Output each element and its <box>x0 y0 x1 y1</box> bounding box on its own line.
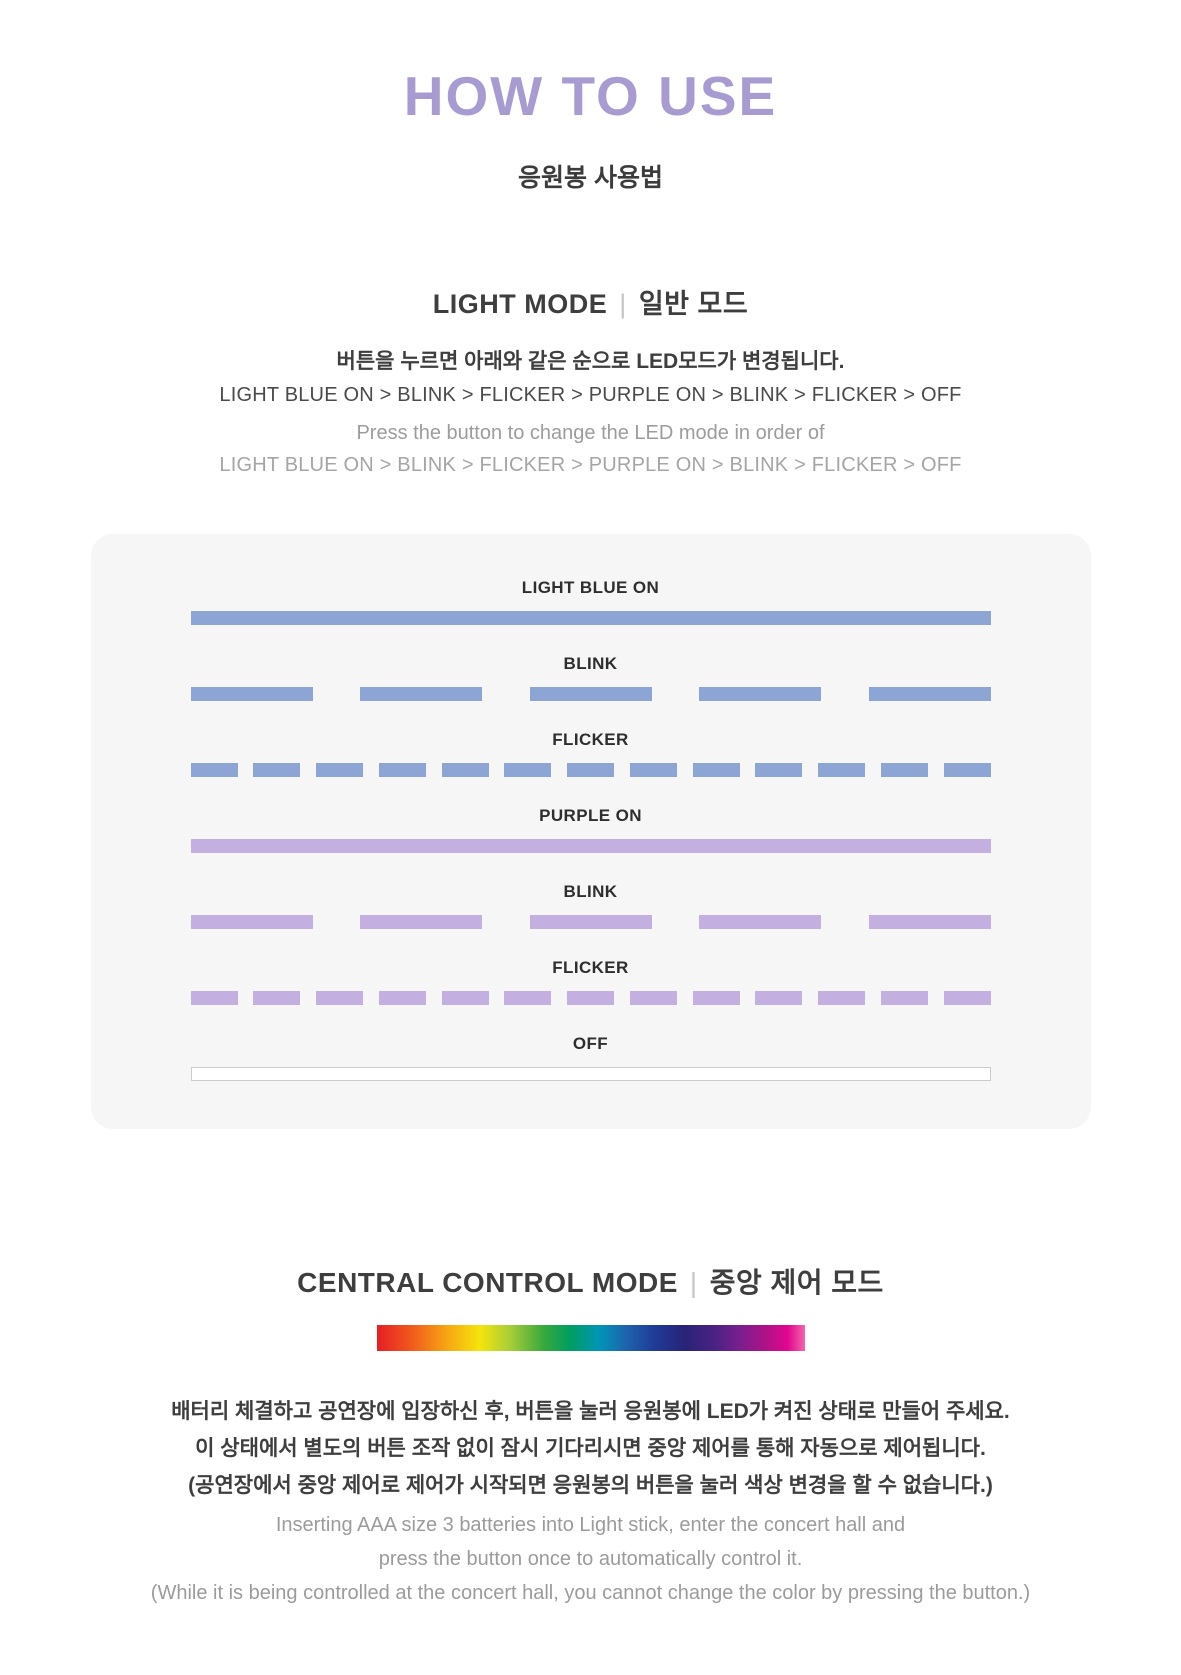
led-segment <box>629 763 677 777</box>
led-segment <box>190 915 313 929</box>
mode-label: BLINK <box>563 654 618 673</box>
led-segment <box>504 991 552 1005</box>
led-segment <box>360 915 482 929</box>
led-segment <box>943 763 991 777</box>
led-segment <box>529 687 652 701</box>
light-mode-description-korean: 버튼을 누르면 아래와 같은 순으로 LED모드가 변경됩니다. <box>336 350 845 373</box>
mode-row: BLINK <box>190 882 991 929</box>
led-segment <box>818 991 865 1005</box>
led-segment <box>692 991 740 1005</box>
heading-divider: | <box>689 1267 698 1298</box>
mode-row: FLICKER <box>190 730 991 777</box>
mode-row: OFF <box>190 1034 991 1081</box>
led-sequence-dark: LIGHT BLUE ON > BLINK > FLICKER > PURPLE… <box>219 384 962 406</box>
central-control-heading-ko: 중앙 제어 모드 <box>709 1267 884 1298</box>
led-segment <box>378 991 426 1005</box>
central-control-description-english: Inserting AAA size 3 batteries into Ligh… <box>0 1508 1181 1610</box>
light-mode-heading-ko: 일반 모드 <box>638 289 749 319</box>
text-line: press the button once to automatically c… <box>378 1548 803 1570</box>
led-bar-flicker <box>190 991 991 1005</box>
led-segment <box>316 991 363 1005</box>
text-line: Inserting AAA size 3 batteries into Ligh… <box>275 1514 906 1536</box>
text-line: 이 상태에서 별도의 버튼 조작 없이 잠시 기다리시면 중앙 제어를 통해 자… <box>195 1437 986 1460</box>
mode-row: LIGHT BLUE ON <box>190 578 991 625</box>
led-segment <box>629 991 677 1005</box>
led-segment <box>190 763 238 777</box>
mode-row: FLICKER <box>190 958 991 1005</box>
led-segment <box>943 991 991 1005</box>
led-bar-flicker <box>190 763 991 777</box>
mode-label: BLINK <box>563 882 618 901</box>
led-bar-off <box>190 1067 991 1081</box>
mode-label: FLICKER <box>552 730 629 749</box>
mode-row: PURPLE ON <box>190 806 991 853</box>
led-segment <box>253 991 301 1005</box>
led-segment <box>441 991 489 1005</box>
led-segment <box>868 915 991 929</box>
led-segment <box>360 687 482 701</box>
led-segment <box>567 991 614 1005</box>
text-line: (공연장에서 중앙 제어로 제어가 시작되면 응원봉의 버튼을 눌러 색상 변경… <box>188 1474 993 1497</box>
led-segment <box>692 763 740 777</box>
page-title: HOW TO USE <box>403 65 778 127</box>
led-segment <box>190 687 313 701</box>
light-mode-heading: LIGHT MODE | 일반 모드 <box>0 282 1181 321</box>
led-bar-solid <box>190 839 991 853</box>
mode-label: OFF <box>572 1034 609 1053</box>
rainbow-gradient-bar <box>376 1325 805 1351</box>
central-control-heading-en: CENTRAL CONTROL MODE <box>297 1267 678 1298</box>
text-line: (While it is being controlled at the con… <box>150 1582 1031 1604</box>
page-subtitle-korean: 응원봉 사용법 <box>518 164 663 192</box>
led-segment <box>868 687 991 701</box>
heading-divider: | <box>619 289 627 319</box>
led-segment <box>567 763 614 777</box>
led-segment <box>529 915 652 929</box>
led-segment <box>253 763 301 777</box>
led-bar-blink <box>190 687 991 701</box>
light-mode-heading-en: LIGHT MODE <box>432 289 608 319</box>
led-segment <box>190 991 238 1005</box>
led-segment <box>699 687 821 701</box>
led-segment <box>441 763 489 777</box>
led-segment <box>504 763 552 777</box>
central-control-description-korean: 배터리 체결하고 공연장에 입장하신 후, 버튼을 눌러 응원봉에 LED가 켜… <box>0 1393 1181 1504</box>
central-control-heading: CENTRAL CONTROL MODE | 중앙 제어 모드 <box>0 1261 1181 1301</box>
led-bar-blink <box>190 915 991 929</box>
light-mode-description-english: Press the button to change the LED mode … <box>356 422 825 444</box>
led-segment <box>755 991 803 1005</box>
mode-label: FLICKER <box>552 958 629 977</box>
led-bar-solid <box>190 611 991 625</box>
mode-row: BLINK <box>190 654 991 701</box>
led-segment <box>316 763 363 777</box>
light-mode-panel: LIGHT BLUE ON BLINK FLICKER PURPLE ON BLINK F… <box>90 534 1091 1129</box>
led-segment <box>755 763 803 777</box>
led-segment <box>880 991 928 1005</box>
led-segment <box>818 763 865 777</box>
led-segment <box>378 763 426 777</box>
mode-label: PURPLE ON <box>539 806 642 825</box>
mode-label: LIGHT BLUE ON <box>521 578 660 597</box>
led-sequence-gray: LIGHT BLUE ON > BLINK > FLICKER > PURPLE… <box>219 454 962 476</box>
led-segment <box>699 915 821 929</box>
led-segment <box>880 763 928 777</box>
text-line: 배터리 체결하고 공연장에 입장하신 후, 버튼을 눌러 응원봉에 LED가 켜… <box>171 1400 1010 1423</box>
